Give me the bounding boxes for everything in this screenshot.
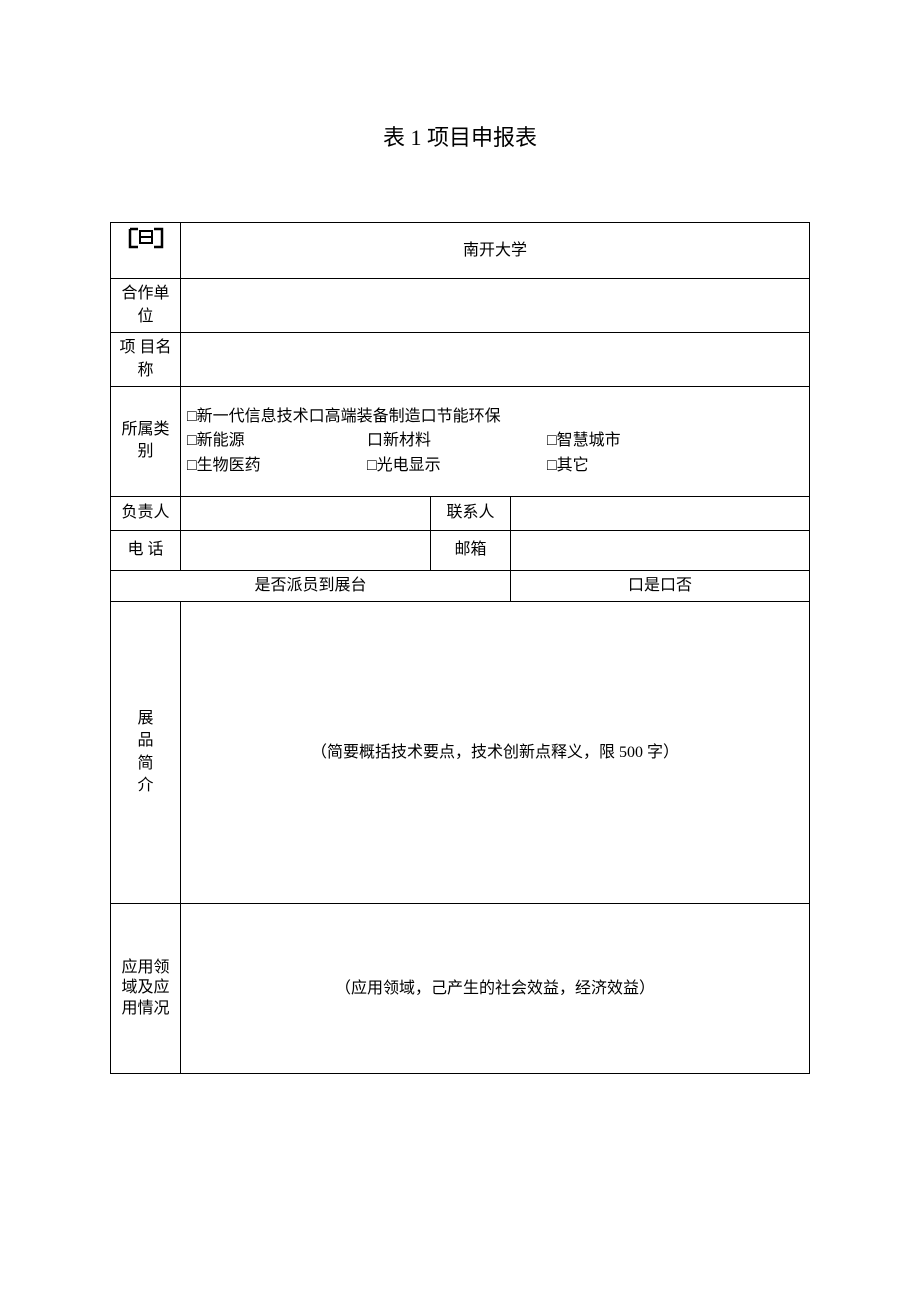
category-opt-new-material[interactable]: 口新材料 bbox=[367, 430, 547, 452]
coop-unit-label: 合作单位 bbox=[111, 279, 181, 333]
category-opt-smart-city[interactable]: □智慧城市 bbox=[547, 430, 621, 452]
exhibit-intro-content[interactable]: （简要概括技术要点，技术创新点释义，限 500 字） bbox=[181, 602, 810, 904]
exhibit-label-char2: 品 bbox=[137, 732, 153, 749]
document-page: 表 1 项目申报表 南开大学 合作单位 bbox=[0, 0, 920, 1134]
email-label: 邮箱 bbox=[431, 530, 511, 570]
category-opt-optoelec[interactable]: □光电显示 bbox=[367, 455, 547, 477]
category-opt-row1[interactable]: □新一代信息技术口高端装备制造口节能环保 bbox=[187, 406, 501, 428]
phone-label: 电 话 bbox=[111, 530, 181, 570]
exhibit-hint-text: （简要概括技术要点，技术创新点释义，限 500 字） bbox=[311, 744, 679, 761]
exhibit-label-char1: 展 bbox=[137, 710, 153, 727]
project-name-value[interactable] bbox=[181, 333, 810, 387]
category-opt-biomed[interactable]: □生物医药 bbox=[187, 455, 367, 477]
leader-value[interactable] bbox=[181, 496, 431, 530]
booth-answer[interactable]: 口是口否 bbox=[511, 570, 810, 601]
bracket-icon bbox=[126, 227, 166, 267]
booth-question: 是否派员到展台 bbox=[111, 570, 511, 601]
project-name-label: 项 目名称 bbox=[111, 333, 181, 387]
coop-unit-value[interactable] bbox=[181, 279, 810, 333]
contact-value[interactable] bbox=[511, 496, 810, 530]
email-value[interactable] bbox=[511, 530, 810, 570]
leader-label: 负责人 bbox=[111, 496, 181, 530]
application-form-table: 南开大学 合作单位 项 目名称 所属类别 □新一代信息技术口高端装备制造口节能环… bbox=[110, 222, 810, 1074]
exhibit-label-char3: 简 bbox=[137, 755, 153, 772]
application-hint-text: （应用领域，己产生的社会效益，经济效益） bbox=[335, 980, 655, 997]
phone-value[interactable] bbox=[181, 530, 431, 570]
category-opt-other[interactable]: □其它 bbox=[547, 455, 589, 477]
category-options[interactable]: □新一代信息技术口高端装备制造口节能环保 □新能源 口新材料 □智慧城市 □生物… bbox=[181, 386, 810, 496]
institution-cell: 南开大学 bbox=[181, 223, 810, 279]
exhibit-label-char4: 介 bbox=[137, 777, 153, 794]
contact-label: 联系人 bbox=[431, 496, 511, 530]
header-marker-cell bbox=[111, 223, 181, 279]
application-label: 应用领域及应用情况 bbox=[111, 904, 181, 1074]
exhibit-intro-label: 展 品 简 介 bbox=[111, 602, 181, 904]
category-label: 所属类别 bbox=[111, 386, 181, 496]
category-opt-new-energy[interactable]: □新能源 bbox=[187, 430, 367, 452]
application-content[interactable]: （应用领域，己产生的社会效益，经济效益） bbox=[181, 904, 810, 1074]
page-title: 表 1 项目申报表 bbox=[110, 120, 810, 152]
